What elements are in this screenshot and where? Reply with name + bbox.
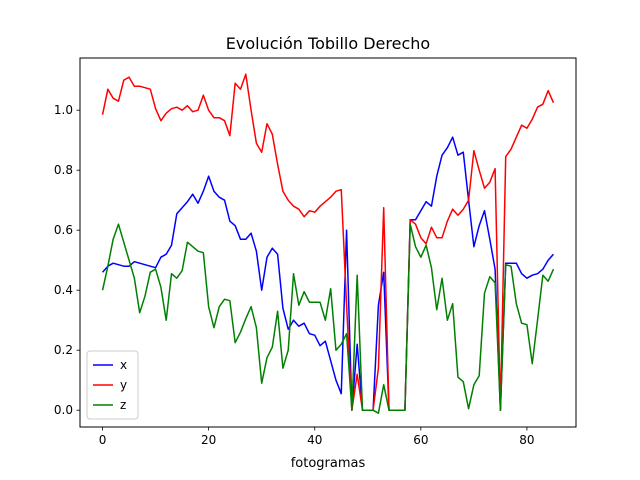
y-tick-label: 0.4 [54,283,73,297]
legend-label-y: y [120,378,127,392]
x-tick-label: 0 [99,433,107,447]
chart-title: Evolución Tobillo Derecho [226,34,430,53]
x-axis-label: fotogramas [291,456,366,471]
series-line-y [101,73,555,411]
y-tick-label: 1.0 [54,103,73,117]
y-axis: 0.0 0.2 0.4 0.6 0.8 1.0 [54,103,80,417]
plot-frame [79,57,577,428]
series-layer [101,73,555,414]
y-tick-label: 0.0 [54,403,73,417]
plot-background [80,58,576,427]
y-tick-label: 0.2 [54,343,73,357]
x-tick-label: 60 [413,433,428,447]
legend: xyz [86,350,139,420]
legend-label-z: z [120,398,126,412]
legend-label-x: x [120,358,127,372]
y-tick-label: 0.6 [54,223,73,237]
x-tick-label: 40 [307,433,322,447]
x-tick-label: 80 [519,433,534,447]
x-axis: 0 20 40 60 80 [99,427,535,447]
series-line-z [101,223,555,414]
y-tick-label: 0.8 [54,163,73,177]
series-line-x [101,136,555,411]
x-tick-label: 20 [201,433,216,447]
plot-area [80,58,576,427]
